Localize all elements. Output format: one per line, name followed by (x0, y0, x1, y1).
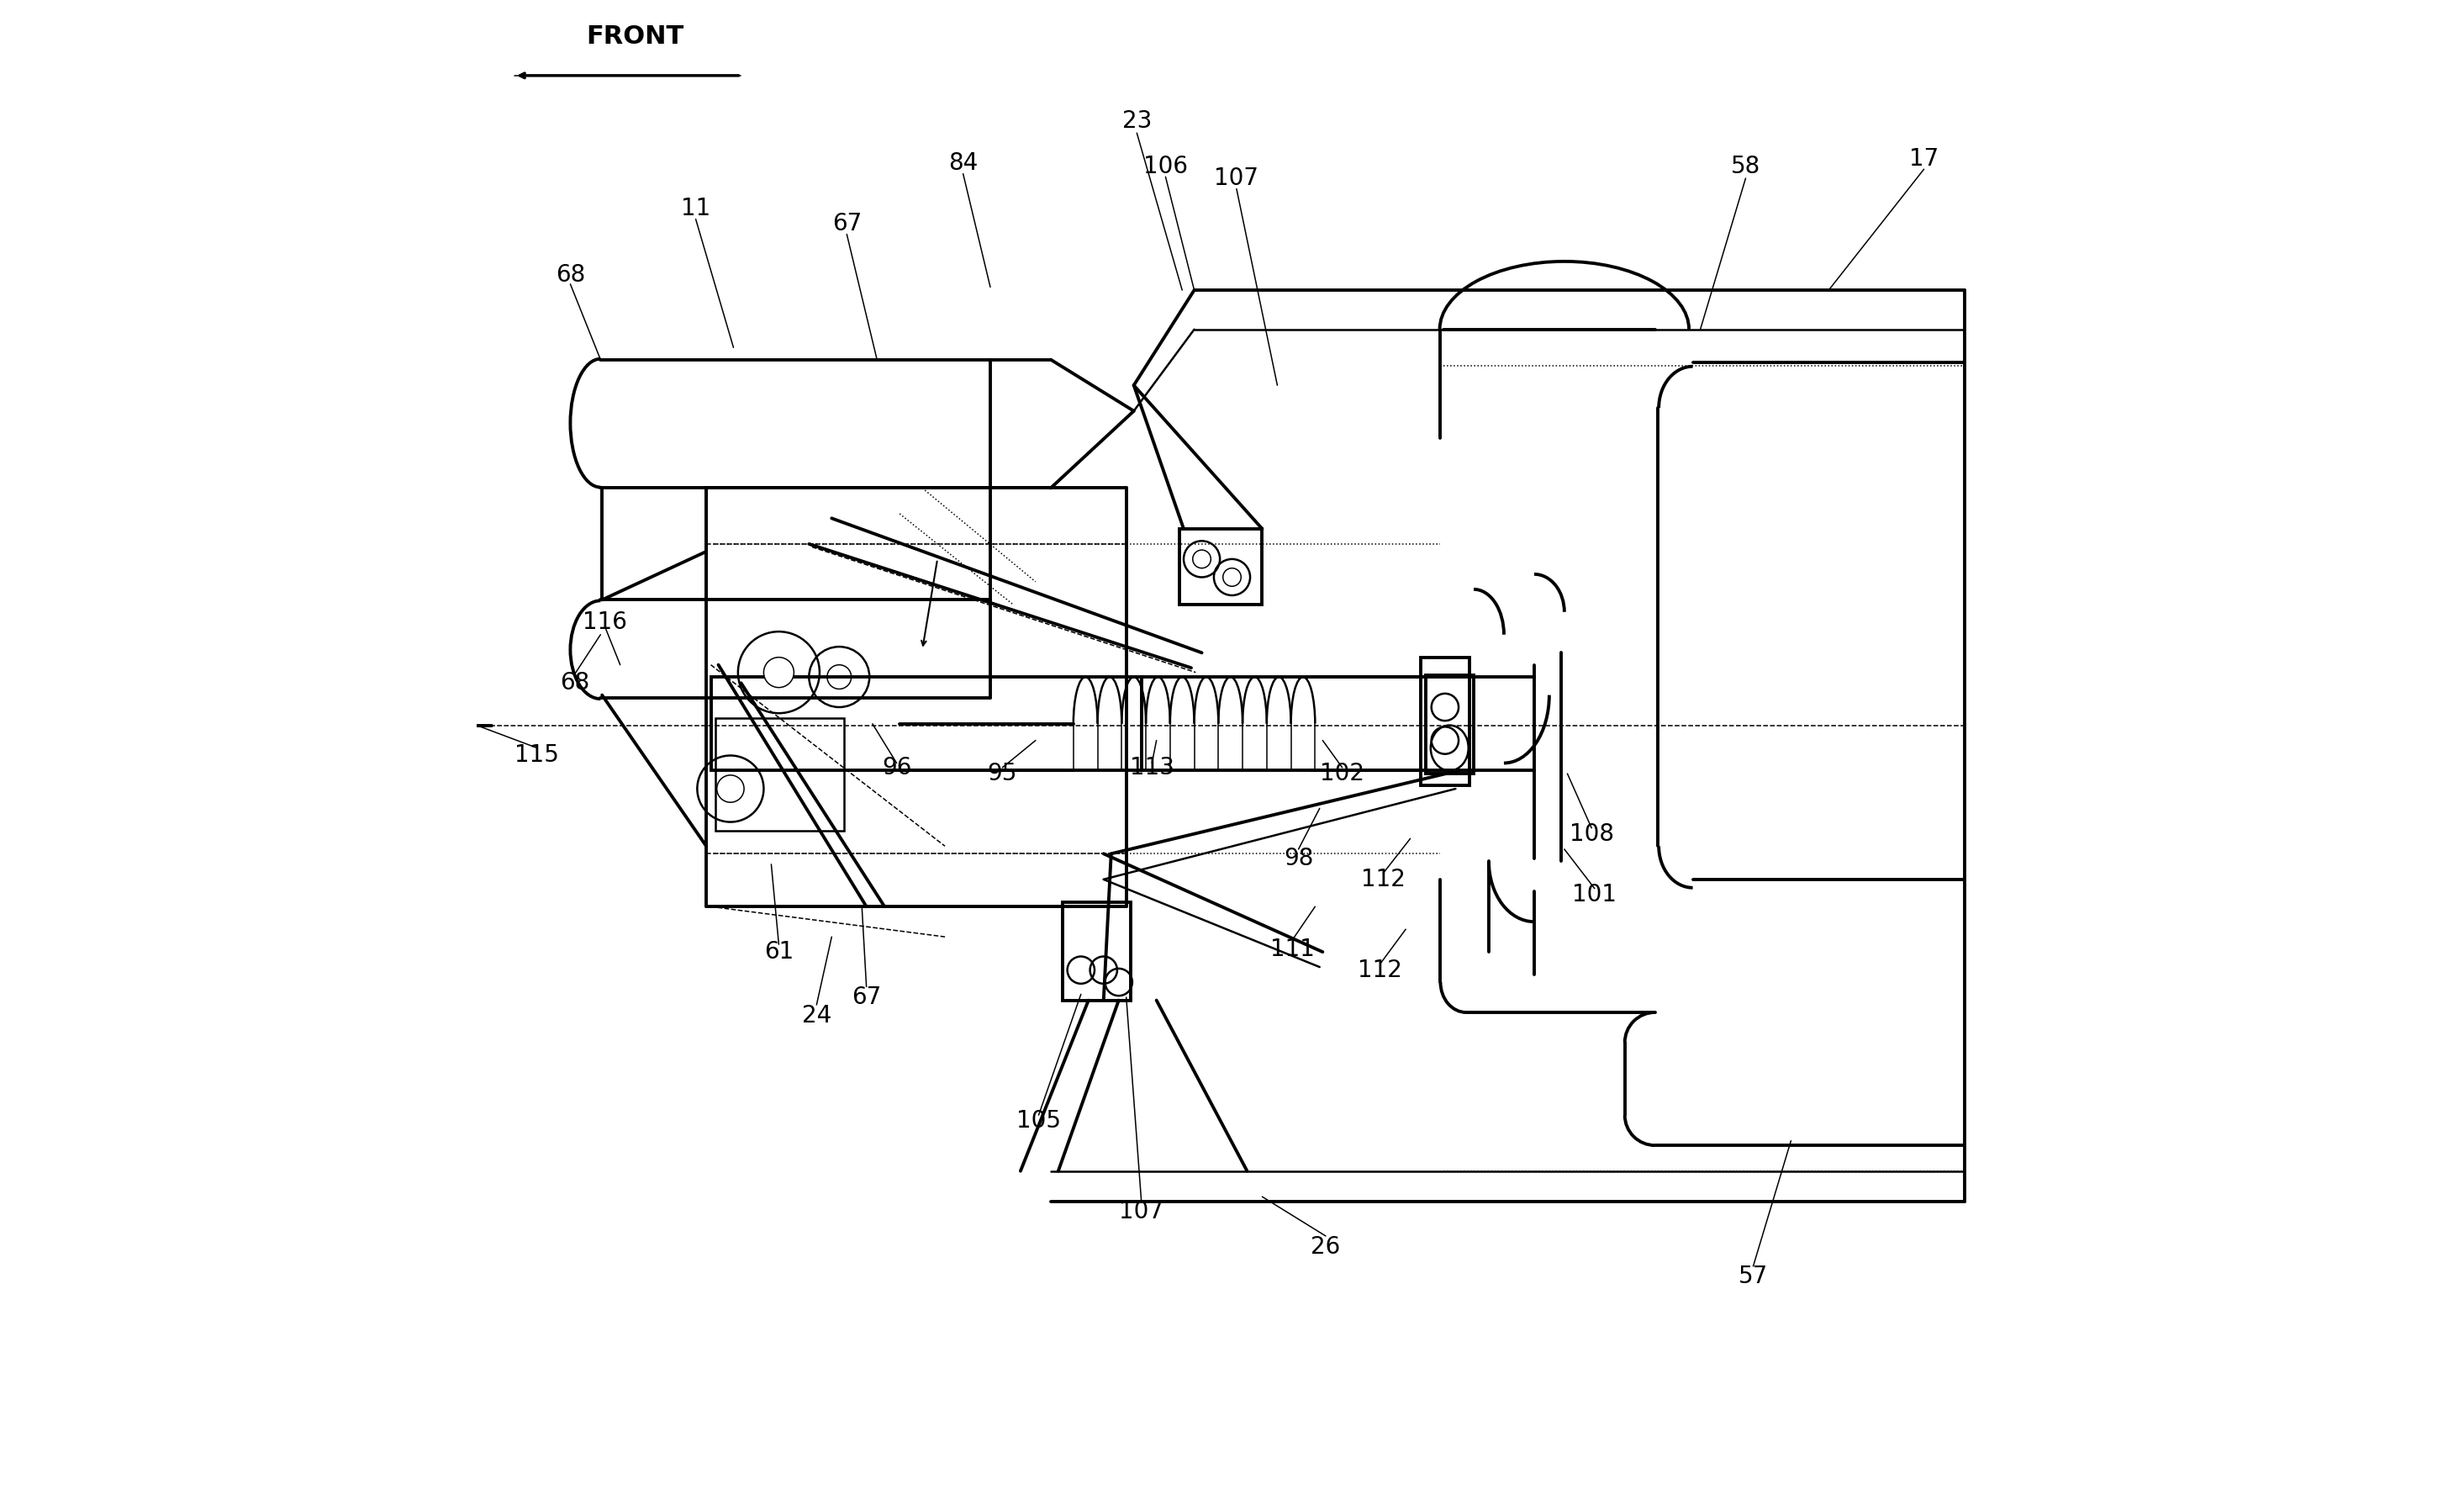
Text: 67: 67 (833, 212, 862, 236)
Text: 108: 108 (1570, 822, 1614, 846)
Text: 115: 115 (515, 743, 559, 768)
Text: 67: 67 (853, 985, 882, 1009)
Text: 111: 111 (1271, 937, 1316, 961)
Text: 116: 116 (584, 610, 628, 635)
Circle shape (764, 657, 793, 688)
Text: 58: 58 (1730, 154, 1759, 178)
Text: 61: 61 (764, 940, 793, 964)
Bar (1422, 657, 1469, 786)
Text: 11: 11 (680, 196, 710, 221)
Text: 101: 101 (1572, 882, 1616, 907)
Text: 106: 106 (1143, 154, 1188, 178)
Text: 24: 24 (801, 1003, 830, 1027)
Text: 102: 102 (1321, 762, 1365, 786)
Text: 113: 113 (1129, 756, 1175, 780)
Bar (1062, 902, 1131, 1000)
Text: 105: 105 (1015, 1109, 1062, 1133)
Text: 57: 57 (1740, 1265, 1769, 1289)
Text: 84: 84 (949, 151, 978, 175)
Text: 26: 26 (1311, 1234, 1340, 1259)
Text: 68: 68 (559, 671, 589, 695)
Text: 112: 112 (1360, 867, 1404, 891)
Text: 17: 17 (1910, 147, 1939, 171)
Text: 107: 107 (1215, 166, 1259, 190)
Text: 112: 112 (1358, 958, 1402, 982)
Text: FRONT: FRONT (586, 24, 685, 48)
Bar (715, 718, 843, 831)
Circle shape (1432, 694, 1459, 721)
Text: 107: 107 (1119, 1200, 1163, 1224)
Bar (710, 677, 1141, 771)
Text: 95: 95 (988, 762, 1018, 786)
Bar (1180, 529, 1262, 604)
Text: 23: 23 (1121, 109, 1151, 133)
Text: 68: 68 (554, 263, 584, 287)
Bar (1424, 675, 1473, 774)
Circle shape (1432, 727, 1459, 754)
Text: 98: 98 (1284, 846, 1313, 870)
Text: 96: 96 (882, 756, 912, 780)
